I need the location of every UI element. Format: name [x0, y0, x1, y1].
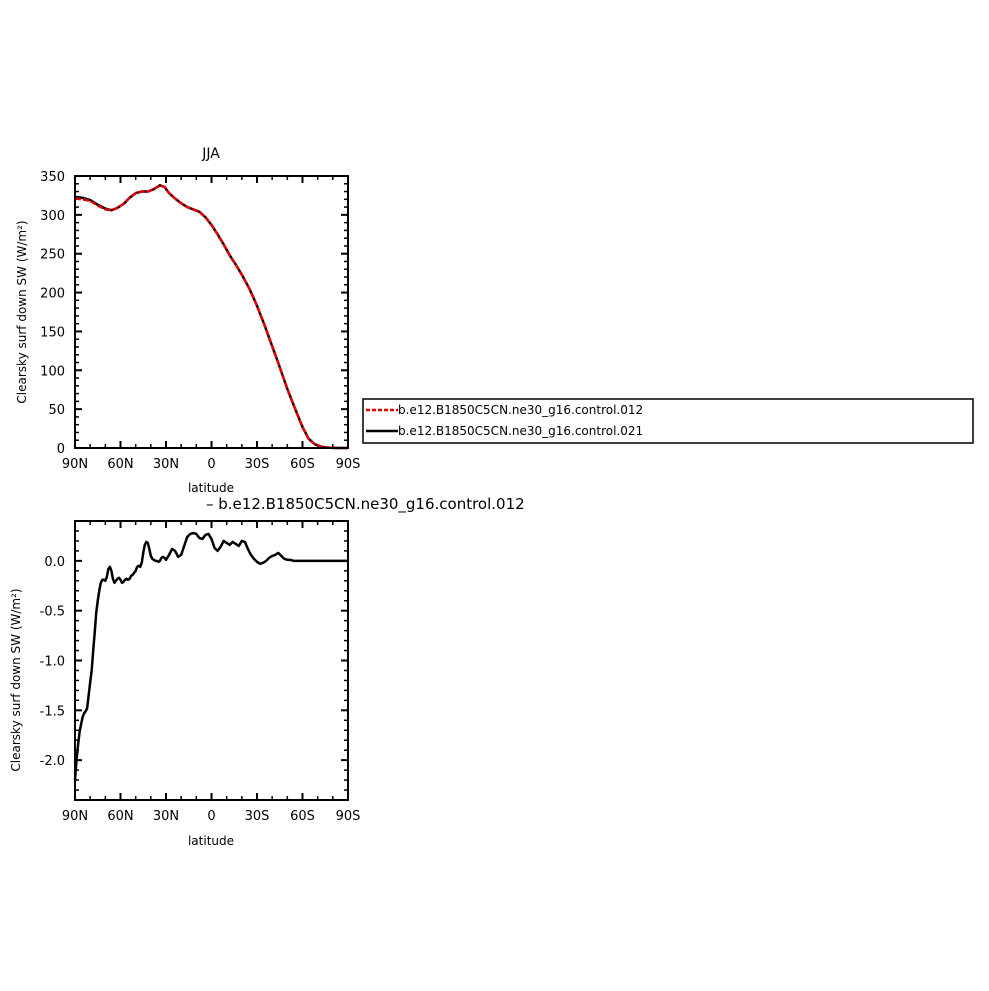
y-tick-label: 100 — [40, 364, 65, 379]
x-tick-label: 60S — [290, 457, 315, 472]
top-chart-x-axis-label: latitude — [188, 481, 234, 495]
y-tick-label: -1.5 — [40, 704, 65, 719]
x-tick-label: 30N — [153, 809, 179, 824]
top-chart-panel: JJA 90N 60N 30N 0 30S 60S 90S 0 50 100 150 200 250 3… — [15, 146, 360, 495]
bottom-chart-y-axis-label: Clearsky surf down SW (W/m²) — [9, 588, 23, 771]
x-tick-label: 30S — [245, 457, 270, 472]
series-line-1 — [73, 531, 348, 781]
bottom-chart-panel: – b.e12.B1850C5CN.ne30_g16.control.012 9… — [9, 495, 525, 848]
x-tick-label: 60S — [290, 809, 315, 824]
top-chart-x-tick-labels: 90N 60N 30N 0 30S 60S 90S — [62, 457, 361, 472]
y-tick-label: -1.0 — [40, 655, 65, 670]
top-chart-plot-area — [74, 175, 349, 449]
x-tick-label: 90S — [336, 457, 361, 472]
x-tick-label: 0 — [207, 457, 215, 472]
x-tick-label: 90N — [62, 809, 88, 824]
y-tick-label: 50 — [48, 403, 65, 418]
y-tick-label: 0.0 — [44, 555, 65, 570]
y-tick-label: -2.0 — [40, 754, 65, 769]
y-tick-label: 250 — [40, 248, 65, 263]
legend-label-021: b.e12.B1850C5CN.ne30_g16.control.021 — [398, 424, 643, 438]
y-tick-label: 200 — [40, 287, 65, 302]
x-tick-label: 90S — [336, 809, 361, 824]
y-tick-label: 150 — [40, 325, 65, 340]
x-tick-label: 60N — [107, 809, 133, 824]
top-chart-y-tick-labels: 0 50 100 150 200 250 300 350 — [40, 170, 65, 457]
bottom-chart-y-tick-labels: -2.0 -1.5 -1.0 -0.5 0.0 — [40, 555, 65, 769]
bottom-chart-x-tick-labels: 90N 60N 30N 0 30S 60S 90S — [62, 809, 361, 824]
y-tick-label: 350 — [40, 170, 65, 185]
x-tick-label: 30S — [245, 809, 270, 824]
top-chart-title: JJA — [201, 146, 220, 162]
bottom-chart-ticks — [74, 520, 349, 801]
top-chart-series — [74, 184, 348, 450]
x-tick-label: 30N — [153, 457, 179, 472]
y-tick-label: 0 — [57, 442, 65, 457]
top-chart-ticks — [74, 175, 349, 449]
chart-legend: b.e12.B1850C5CN.ne30_g16.control.012 b.e… — [362, 398, 974, 444]
bottom-chart-title: – b.e12.B1850C5CN.ne30_g16.control.012 — [206, 495, 525, 514]
y-tick-label: -0.5 — [40, 605, 65, 620]
top-chart-y-axis-label: Clearsky surf down SW (W/m²) — [15, 220, 29, 403]
series-line-1 — [74, 184, 348, 450]
x-tick-label: 90N — [62, 457, 88, 472]
x-tick-label: 60N — [107, 457, 133, 472]
bottom-chart-series — [73, 531, 348, 781]
y-tick-label: 300 — [40, 209, 65, 224]
x-tick-label: 0 — [207, 809, 215, 824]
bottom-chart-plot-area — [74, 520, 349, 801]
legend-label-012: b.e12.B1850C5CN.ne30_g16.control.012 — [398, 403, 643, 417]
legend-box — [362, 398, 974, 444]
bottom-chart-x-axis-label: latitude — [188, 834, 234, 848]
